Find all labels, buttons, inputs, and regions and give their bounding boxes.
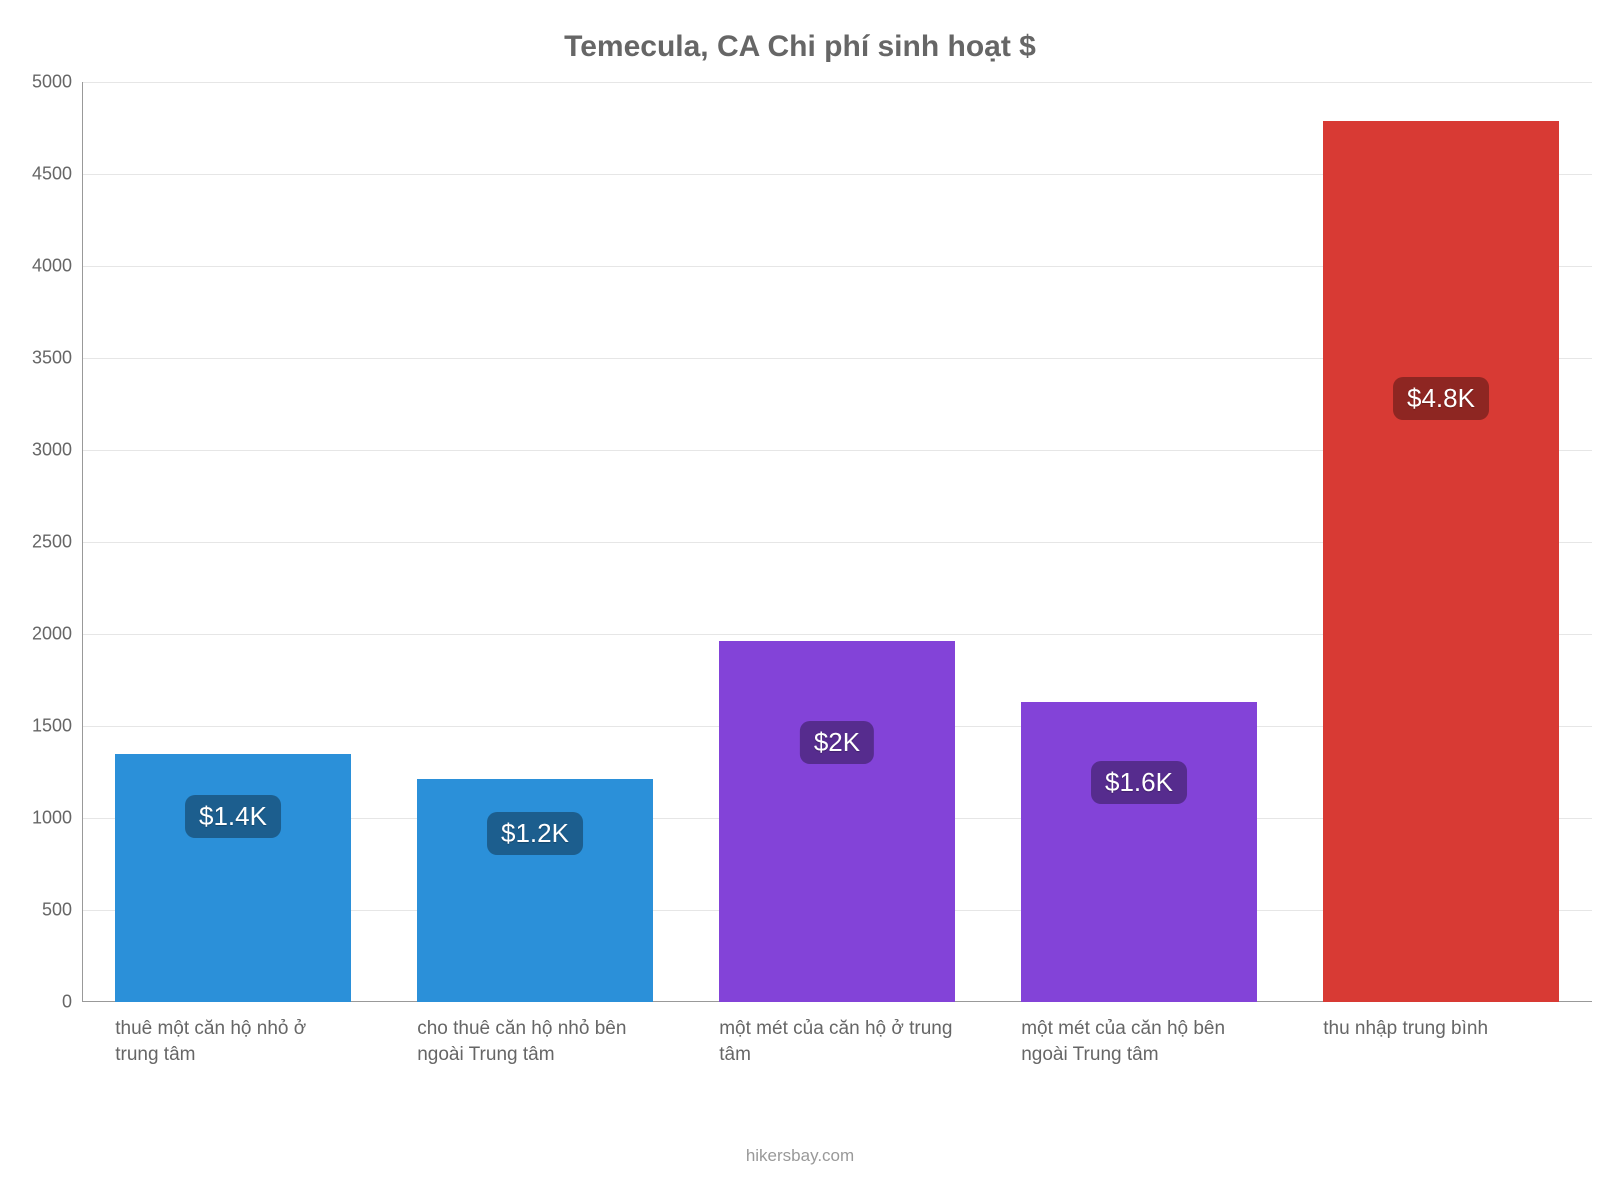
y-tick-label: 2000 — [32, 624, 82, 645]
plot-area: 0500100015002000250030003500400045005000… — [82, 82, 1592, 1002]
bar-value-label: $1.6K — [1091, 761, 1187, 804]
bar-value-label: $1.4K — [185, 795, 281, 838]
bar: $1.6K — [1021, 702, 1257, 1002]
y-tick-label: 4000 — [32, 256, 82, 277]
x-tick-label: cho thuê căn hộ nhỏ bên ngoài Trung tâm — [417, 1002, 653, 1067]
x-tick-label: thuê một căn hộ nhỏ ở trung tâm — [115, 1002, 351, 1067]
y-tick-label: 3500 — [32, 348, 82, 369]
bar-value-label: $2K — [800, 721, 874, 764]
x-tick-label: một mét của căn hộ ở trung tâm — [719, 1002, 955, 1067]
y-axis — [82, 82, 83, 1002]
chart-attribution: hikersbay.com — [0, 1146, 1600, 1166]
bar-value-label: $1.2K — [487, 812, 583, 855]
bar: $1.2K — [417, 779, 653, 1002]
y-tick-label: 4500 — [32, 164, 82, 185]
bar: $1.4K — [115, 754, 351, 1002]
gridline — [82, 82, 1592, 83]
bar-value-label: $4.8K — [1393, 377, 1489, 420]
y-tick-label: 0 — [62, 992, 82, 1013]
bar: $4.8K — [1323, 121, 1559, 1002]
x-tick-label: thu nhập trung bình — [1323, 1002, 1559, 1042]
x-tick-label: một mét của căn hộ bên ngoài Trung tâm — [1021, 1002, 1257, 1067]
y-tick-label: 1000 — [32, 808, 82, 829]
bar: $2K — [719, 641, 955, 1002]
y-tick-label: 2500 — [32, 532, 82, 553]
y-tick-label: 1500 — [32, 716, 82, 737]
chart-title: Temecula, CA Chi phí sinh hoạt $ — [0, 30, 1600, 64]
y-tick-label: 5000 — [32, 72, 82, 93]
y-tick-label: 500 — [42, 900, 82, 921]
chart-container: Temecula, CA Chi phí sinh hoạt $ 0500100… — [0, 0, 1600, 1200]
y-tick-label: 3000 — [32, 440, 82, 461]
